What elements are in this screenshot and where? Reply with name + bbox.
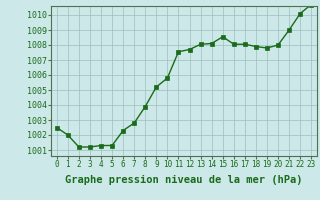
X-axis label: Graphe pression niveau de la mer (hPa): Graphe pression niveau de la mer (hPa) (65, 175, 303, 185)
